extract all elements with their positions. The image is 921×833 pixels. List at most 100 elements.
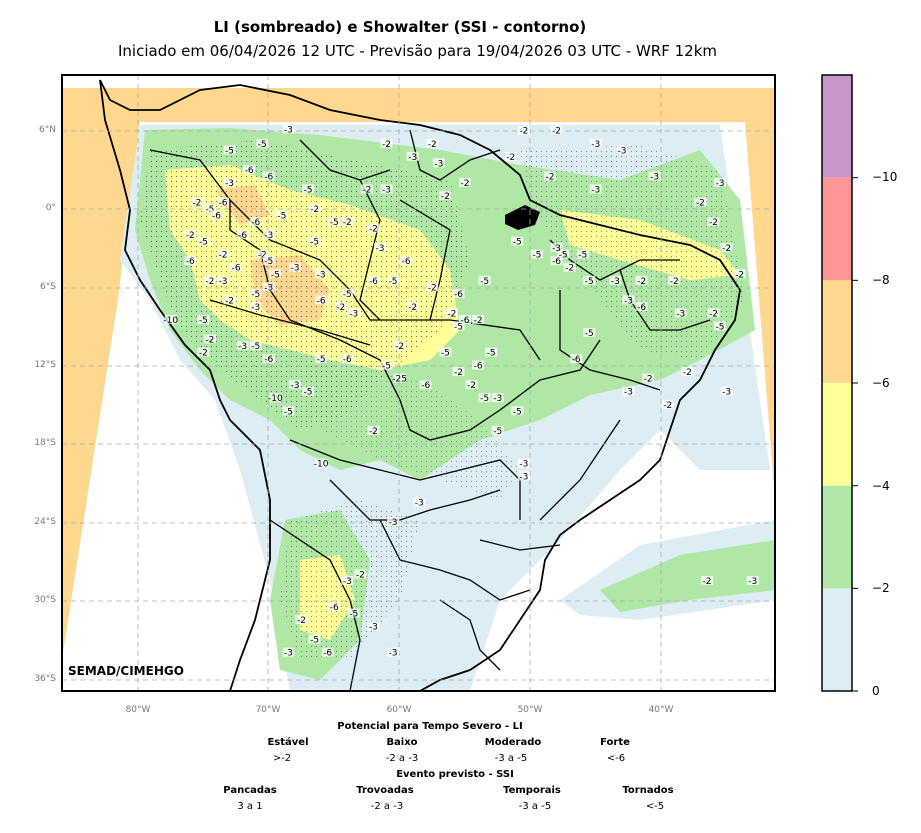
contour-label-bg [217,275,230,285]
contour-label: -2 [310,205,319,215]
border-11 [619,269,711,331]
contour-label-bg [347,308,360,318]
contour-label: -5 [251,342,260,352]
contour-label: -6 [369,277,378,287]
contour-label-bg [668,275,681,285]
contour-label-bg [400,256,413,266]
contour-label: -6 [264,172,273,182]
contour-label-bg [557,249,570,259]
contour-label: -6 [317,296,326,306]
contour-label: -6 [343,355,352,365]
contour-label: -5 [310,238,319,248]
contour-label: -2 [408,303,417,313]
border-7 [329,479,501,521]
contour-label: -5 [343,290,352,300]
contour-label: -2 [362,185,371,195]
contour-label-bg [387,517,400,527]
contour-label: -2 [696,198,705,208]
contour-label-bg [334,301,347,311]
contour-label-bg [419,380,432,390]
contour-label-bg [367,223,380,233]
contour-label: -2 [428,140,437,150]
contour-label-bg [262,230,275,240]
map-title: LI (sombreado) e Showalter (SSI - contor… [213,18,587,36]
contour-label-bg [223,177,236,187]
lat-label-24s: 24°S [34,517,56,527]
contour-label-bg [700,575,713,585]
contour-label: -2 [552,127,561,137]
contour-label-bg [262,282,275,292]
contour-label-bg [203,334,216,344]
contour-label-bg [210,210,223,220]
contour-label: -2 [722,244,731,254]
li-shade-2-4-ocean [600,540,775,612]
border-15 [269,519,361,691]
colorbar-segment-1 [822,485,852,589]
contour-label-bg [491,425,504,435]
contour-label: -3 [389,518,398,528]
lat-label-0: 0° [45,203,56,213]
contour-label-bg [589,138,602,148]
contour-label-bg [354,569,367,579]
border-3 [399,199,451,321]
contour-label: -2 [297,616,306,626]
contour-label: -2 [186,231,195,241]
contour-label: -5 [487,349,496,359]
contour-label-bg [452,321,465,331]
contour-label-bg [328,217,341,227]
contour-label: -2 [735,270,744,280]
contour-label-bg [491,393,504,403]
contour-label-bg [589,184,602,194]
contour-label-bg [681,367,694,377]
contour-label: -2 [447,309,456,319]
contour-label-bg [517,458,530,468]
contour-label: -5 [225,146,234,156]
contour-label-bg [465,380,478,390]
contour-label-bg [236,341,249,351]
contour-label-bg [217,249,230,259]
contour-label: -3 [748,577,757,587]
contour-label-bg [452,367,465,377]
contour-label-bg [720,386,733,396]
credit-label: SEMAD/CIMEHGO [68,664,184,678]
border-14 [479,539,561,551]
contour-label-bg [380,360,393,370]
contour-label: -3 [238,342,247,352]
contour-label: -5 [310,636,319,646]
contour-label: -5 [277,212,286,222]
contour-label: -3 [716,179,725,189]
contour-label-bg [707,217,720,227]
contour-label: -10 [314,459,329,469]
li-val-baixo: -2 a -3 [385,753,419,764]
contour-label: -2 [205,336,214,346]
contour-label-bg [262,256,275,266]
contour-label-bg [367,275,380,285]
contour-label-bg [720,243,733,253]
contour-label-bg [275,210,288,220]
li-val-estavel: >-2 [272,753,292,764]
contour-label-bg [733,269,746,279]
contour-label-bg [615,145,628,155]
border-4 [359,179,381,321]
contour-label-bg [406,301,419,311]
contour-label: -2 [225,296,234,306]
contour-label: -2 [702,577,711,587]
contour-label: -3 [349,309,358,319]
lon-label-40w: 40°W [648,705,674,715]
contour-label-bg [642,373,655,383]
contour-label-bg [262,354,275,364]
contour-label: -5 [441,349,450,359]
contour-label: -2 [709,218,718,228]
map-frame [61,74,776,692]
contour-label-bg [387,275,400,285]
map-subtitle: Iniciado em 06/04/2026 12 UTC - Previsão… [117,42,718,60]
colorbar-tick-6: −6 [872,376,890,390]
contour-label-bg [373,243,386,253]
ssi-contours-texture-2 [520,145,745,360]
contour-label: -6 [219,198,228,208]
contour-label: -2 [382,140,391,150]
contour-label-bg [315,295,328,305]
contour-label: -3 [676,309,685,319]
contour-label: -2 [369,427,378,437]
contour-label-bg [288,262,301,272]
